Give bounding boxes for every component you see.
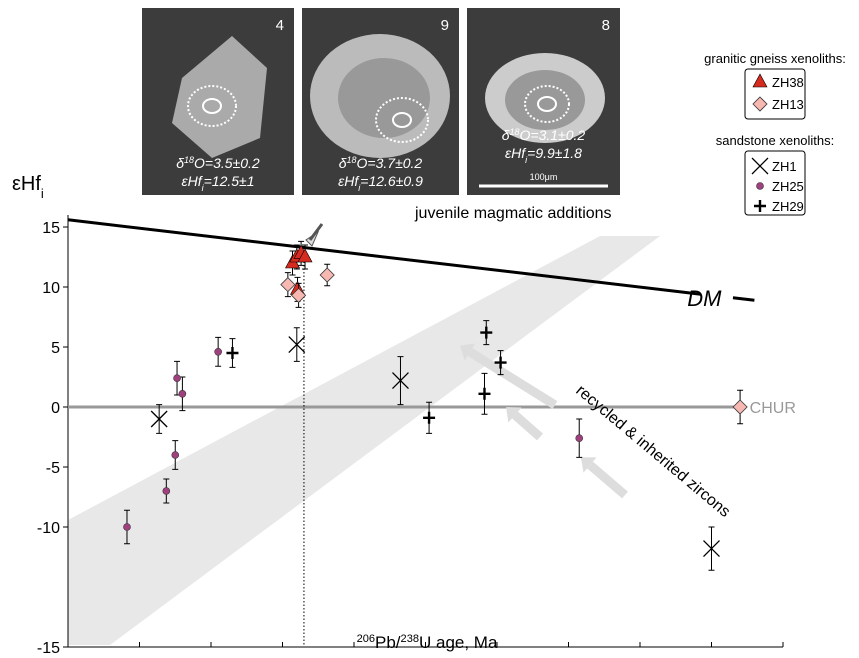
y-axis-label: εHfi: [12, 173, 44, 201]
inset-text-part: =9.9±1.8: [527, 145, 582, 161]
point: [226, 347, 238, 359]
x-axis-label-part: 206: [357, 633, 375, 645]
dm-label: DM: [687, 286, 722, 311]
point: [576, 435, 583, 442]
y-tick-label: -5: [46, 460, 60, 477]
inset-number: 8: [602, 17, 610, 34]
point: [478, 388, 490, 400]
point: [215, 348, 222, 355]
chart: 4δ18O=3.5±0.2εHfi=12.5±19δ18O=3.7±0.2εHf…: [0, 0, 859, 653]
point: [172, 452, 179, 459]
point: [174, 375, 181, 382]
inset-text-part: O=3.1±0.2: [520, 127, 586, 143]
point: [123, 524, 130, 531]
legend-label: ZH29: [772, 199, 804, 214]
inset-text-part: 18: [510, 127, 520, 137]
chur-label: CHUR: [750, 400, 796, 417]
legend-entry: ZH29: [754, 199, 804, 214]
inset-text-part: εHf: [505, 145, 527, 161]
inset-text-part: 18: [184, 155, 194, 165]
trend-arrow: [515, 415, 540, 437]
annotation: juvenile magmatic additions: [414, 205, 612, 222]
legend-entry: ZH25: [757, 179, 804, 194]
point: [753, 74, 767, 87]
point: [320, 268, 334, 282]
legend-entry: ZH13: [753, 97, 804, 112]
legend-label: ZH25: [772, 179, 804, 194]
trend-arrow: [470, 352, 555, 405]
point: [757, 183, 764, 190]
legend-label: ZH1: [772, 159, 797, 174]
legend-title: sandstone xenoliths:: [716, 133, 835, 148]
point: [754, 200, 766, 212]
y-axis-label-part: εHf: [12, 173, 41, 195]
inset-text-part: O=3.7±0.2: [357, 155, 423, 171]
y-tick-label: -15: [37, 640, 60, 653]
inset-number: 4: [276, 17, 284, 34]
x-axis-label-part: Pb/: [375, 633, 401, 652]
point: [163, 488, 170, 495]
x-axis-label-part: U age, Ma: [419, 633, 498, 652]
point: [281, 278, 295, 292]
point: [179, 390, 186, 397]
legend-label: ZH38: [772, 75, 804, 90]
zircon-grain: [310, 34, 450, 158]
y-tick-label: 10: [42, 280, 60, 297]
trend-arrow: [590, 465, 625, 495]
x-axis-label: 206Pb/238U age, Ma: [357, 633, 498, 652]
point: [423, 412, 435, 424]
y-tick-label: 5: [51, 340, 60, 357]
dm-line: [733, 298, 754, 300]
point: [753, 97, 767, 111]
inset-text-part: εHf: [338, 173, 360, 189]
y-tick-label: -10: [37, 520, 60, 537]
legend-title: granitic gneiss xenoliths:: [704, 51, 846, 66]
inset-text-part: =12.6±0.9: [360, 173, 423, 189]
y-tick-label: 15: [42, 220, 60, 237]
point: [733, 400, 747, 414]
scale-label: 100μm: [530, 172, 558, 182]
juvenile-band: [68, 236, 660, 645]
inset-text-part: =12.5±1: [204, 173, 255, 189]
inset-text-part: εHf: [181, 173, 203, 189]
y-axis-label-part: i: [41, 186, 44, 201]
legend-label: ZH13: [772, 97, 804, 112]
point: [752, 158, 768, 174]
y-tick-label: 0: [51, 400, 60, 417]
inset-number: 9: [441, 17, 449, 34]
legend-entry: ZH1: [752, 158, 797, 174]
inset-text-part: O=3.5±0.2: [194, 155, 260, 171]
x-axis-label-part: 238: [401, 633, 419, 645]
annotation: recycled & inherited zircons: [572, 382, 733, 521]
legend-entry: ZH38: [753, 74, 804, 90]
inset-text-part: 18: [347, 155, 357, 165]
